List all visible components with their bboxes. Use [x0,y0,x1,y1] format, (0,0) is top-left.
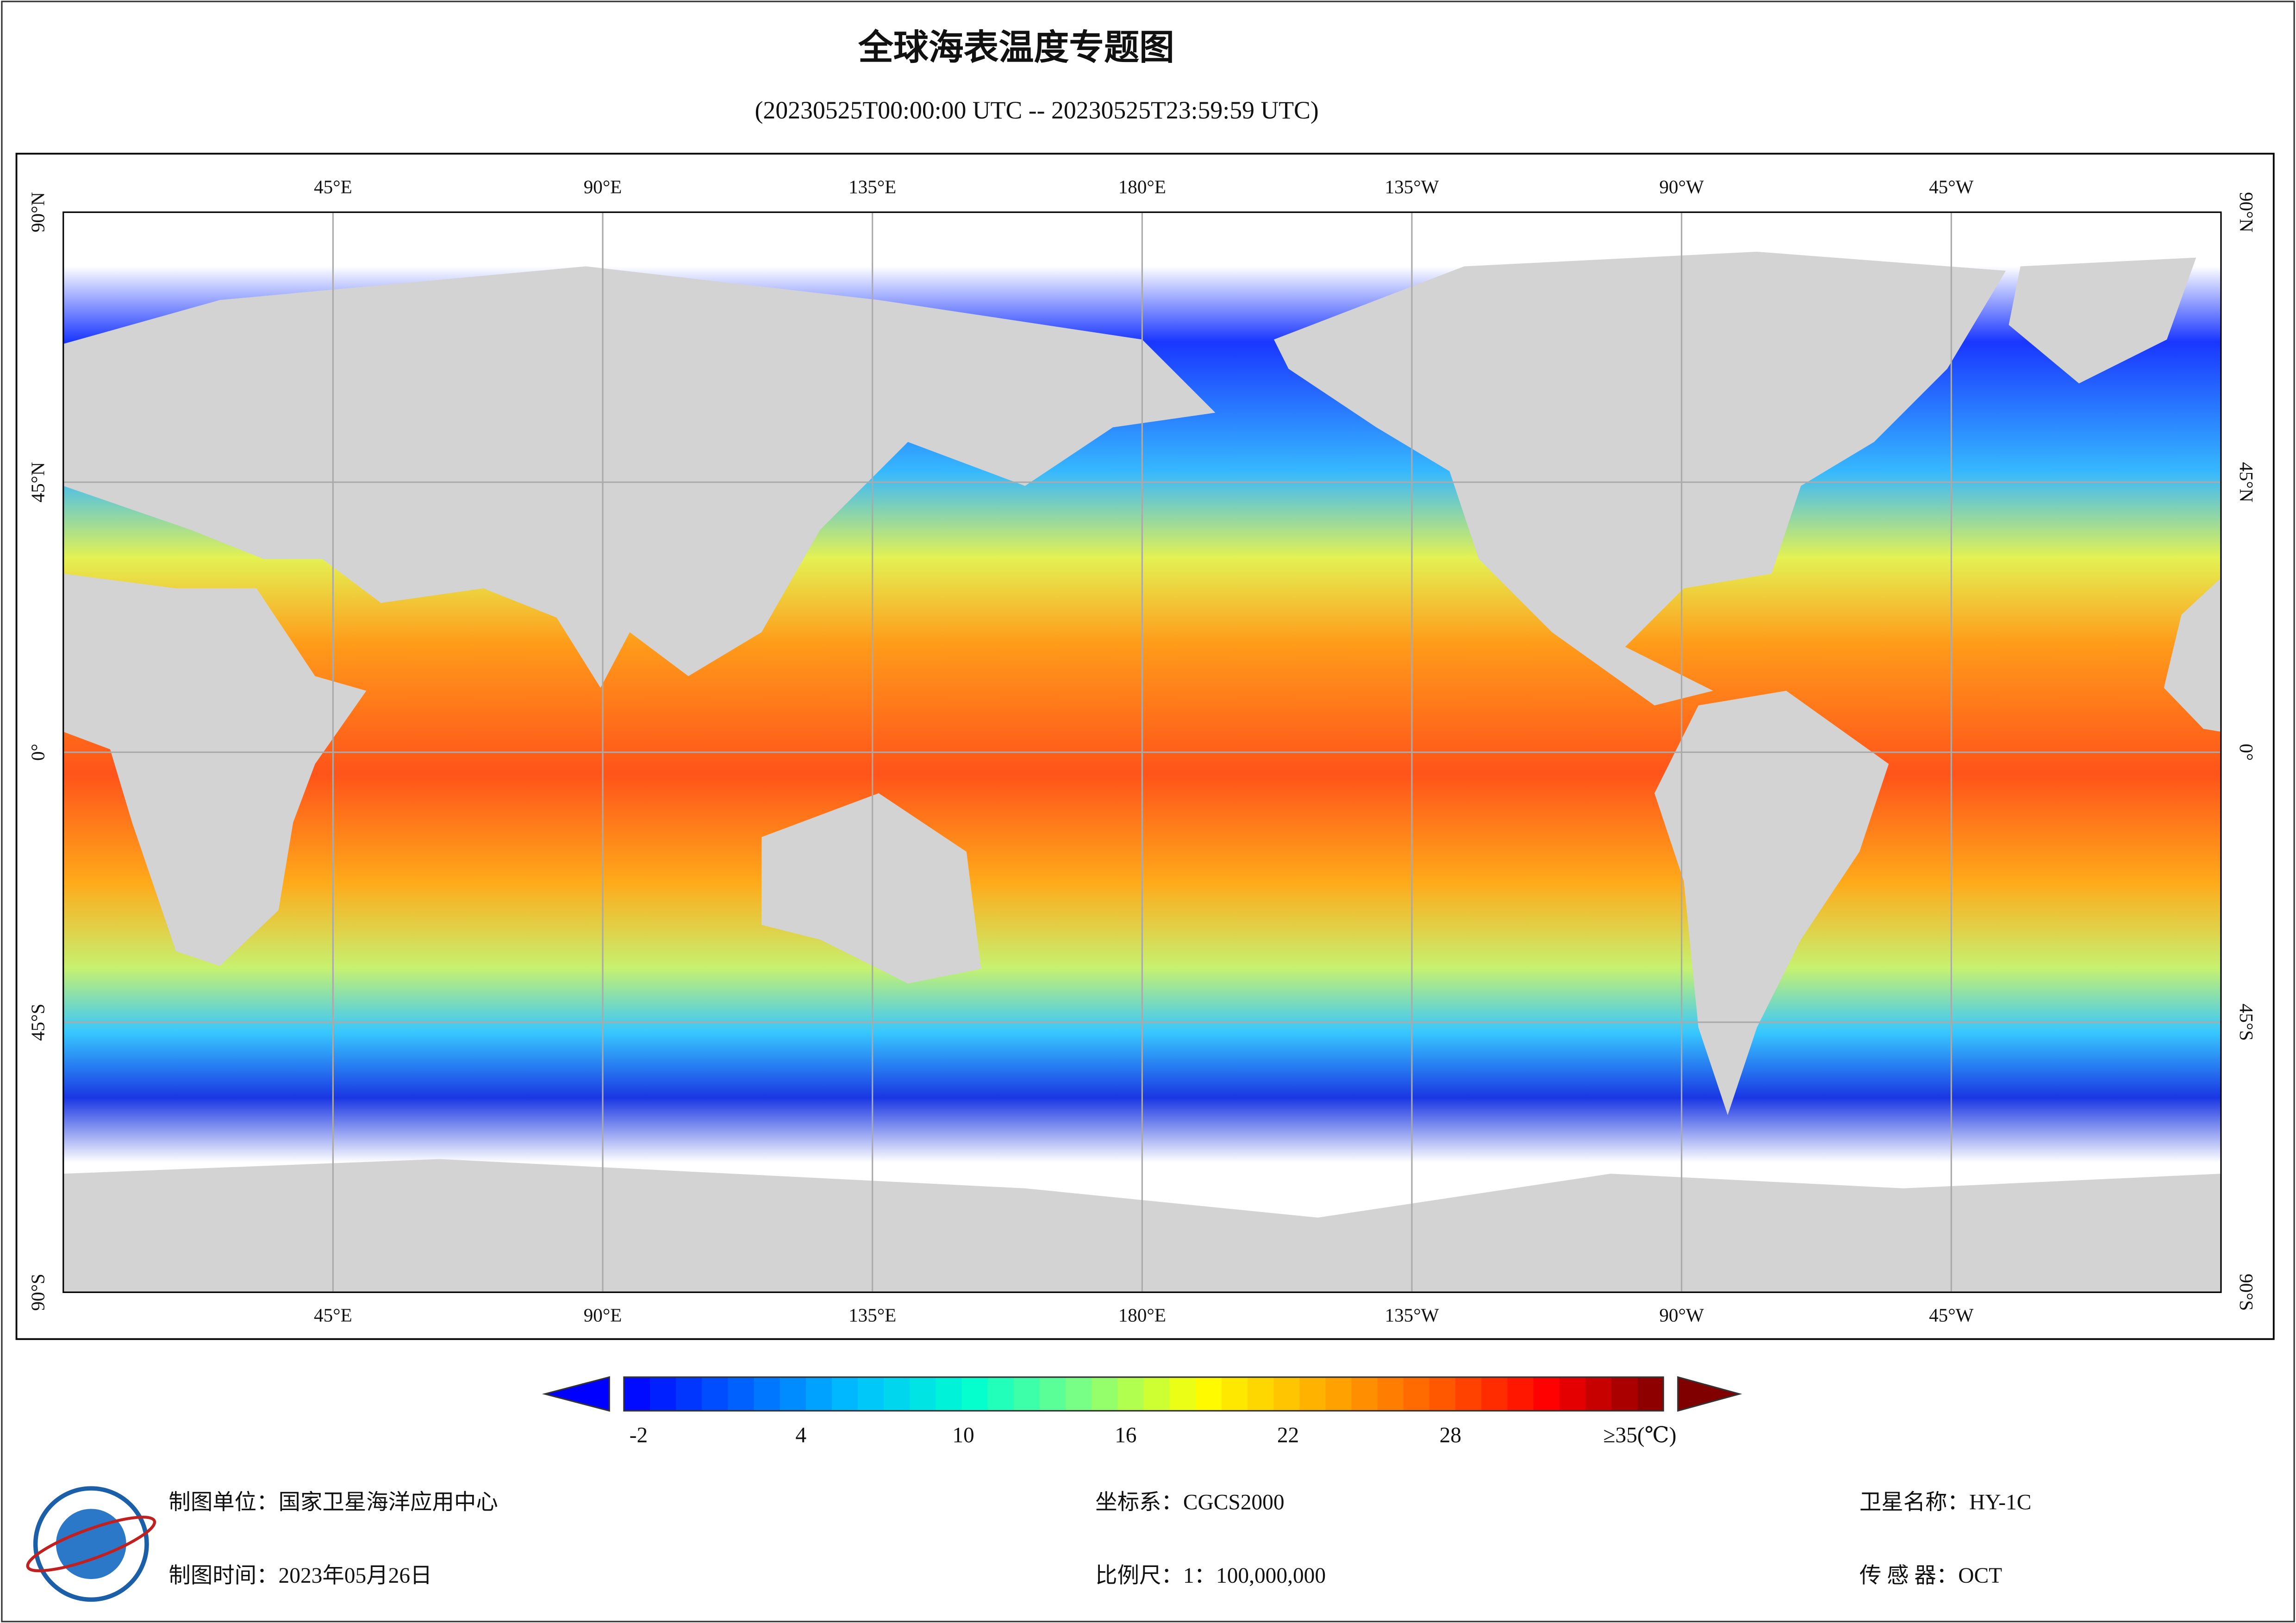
colorbar-segment [780,1377,807,1411]
colorbar-segment [1585,1377,1612,1411]
footer-crs: 坐标系：CGCS2000 [1095,1491,1284,1515]
colorbar-under [542,1376,610,1412]
lon-label-bottom: 45°W [1929,1305,1974,1326]
colorbar-segment [1066,1377,1092,1411]
lat-label-left: 90°S [27,1274,49,1311]
footer-date: 制图时间：2023年05月26日 [168,1564,432,1588]
colorbar-segment [1221,1377,1248,1411]
lat-label-left: 0° [27,744,49,761]
title: 全球海表温度专题图 [858,27,1174,68]
colorbar-segment [1403,1377,1430,1411]
africa-west [2164,578,2221,732]
colorbar-segment [1533,1377,1560,1411]
australia [761,793,981,984]
eurasia [63,266,1216,688]
north-america [1273,251,2006,706]
colorbar-tick-label: 22 [1277,1423,1299,1447]
colorbar-segment [1092,1377,1118,1411]
colorbar-segment [1637,1377,1664,1411]
colorbar-tick-label: -2 [630,1423,648,1447]
colorbar-segment [1117,1377,1145,1411]
colorbar-segment [1299,1377,1327,1411]
lon-label-bottom: 135°E [849,1305,896,1326]
lat-label-right: 90°S [2236,1274,2257,1311]
colorbar-segment [1429,1377,1456,1411]
colorbar-segment [1481,1377,1508,1411]
lon-label-bottom: 45°E [314,1305,352,1326]
colorbar-segment [1013,1377,1041,1411]
footer-sensor: 传 感 器：OCT [1859,1564,2002,1588]
logo-orbit [26,1516,156,1573]
colorbar-segment [624,1377,651,1411]
colorbar-segment [702,1377,729,1411]
colorbar-segment [961,1377,989,1411]
map [62,211,2222,1293]
logo-globe [56,1509,126,1579]
footer-satellite: 卫星名称：HY-1C [1859,1491,2031,1515]
lon-label-bottom: 90°E [584,1305,622,1326]
lon-label-bottom: 180°E [1118,1305,1166,1326]
lat-label-right: 90°N [2236,192,2257,232]
colorbar-segment [728,1377,755,1411]
colorbar-segment [1195,1377,1223,1411]
colorbar-segment [1559,1377,1586,1411]
lat-label-right: 45°N [2236,462,2257,502]
colorbar-tick-label: 10 [952,1423,974,1447]
colorbar-segment [650,1377,677,1411]
lon-label-top: 90°E [584,176,622,197]
lon-label-top: 90°W [1659,176,1704,197]
map-border [62,211,2222,1293]
colorbar-segment [884,1377,911,1411]
colorbar-tick-label: 16 [1115,1423,1136,1447]
lat-label-left: 90°N [27,192,49,232]
south-america [1654,690,1889,1115]
colorbar-over [1677,1376,1742,1412]
colorbar-segment [1351,1377,1379,1411]
colorbar-segment [1325,1377,1353,1411]
lon-label-bottom: 135°W [1385,1305,1439,1326]
colorbar-segment [1455,1377,1482,1411]
footer-scale: 比例尺：1：100,000,000 [1095,1564,1326,1588]
colorbar-segment [1377,1377,1404,1411]
subtitle: (20230525T00:00:00 UTC -- 20230525T23:59… [755,96,1319,124]
colorbar-tick-label: 4 [795,1423,806,1447]
colorbar-segment [1039,1377,1067,1411]
colorbar-border [623,1376,1664,1412]
colorbar-segment [1248,1377,1274,1411]
colorbar-tick-label: ≥35(℃) [1603,1423,1676,1447]
lat-label-left: 45°N [27,462,49,502]
colorbar-segment [1273,1377,1300,1411]
lat-label-right: 45°S [2236,1004,2257,1041]
colorbar-segment [831,1377,859,1411]
colorbar-segment [1169,1377,1197,1411]
colorbar-segment [858,1377,885,1411]
greenland [2009,257,2196,384]
colorbar-segment [910,1377,937,1411]
lon-label-top: 45°E [314,176,352,197]
colorbar-tick-label: 28 [1440,1423,1461,1447]
colorbar-segment [1611,1377,1638,1411]
lon-label-bottom: 90°W [1659,1305,1704,1326]
lon-label-top: 135°E [849,176,896,197]
lon-label-top: 180°E [1118,176,1166,197]
lon-label-top: 45°W [1929,176,1974,197]
colorbar-segment [936,1377,963,1411]
map-frame [15,153,2275,1340]
lat-label-right: 0° [2236,744,2257,761]
africa [63,573,367,966]
colorbar-segment [1143,1377,1171,1411]
footer-unit: 制图单位：国家卫星海洋应用中心 [168,1491,498,1515]
colorbar-segment [754,1377,781,1411]
colorbar-segment [676,1377,703,1411]
colorbar-segment [987,1377,1015,1411]
lat-label-left: 45°S [27,1004,49,1041]
colorbar-segment [1507,1377,1535,1411]
lon-label-top: 135°W [1385,176,1439,197]
colorbar-segment [805,1377,833,1411]
